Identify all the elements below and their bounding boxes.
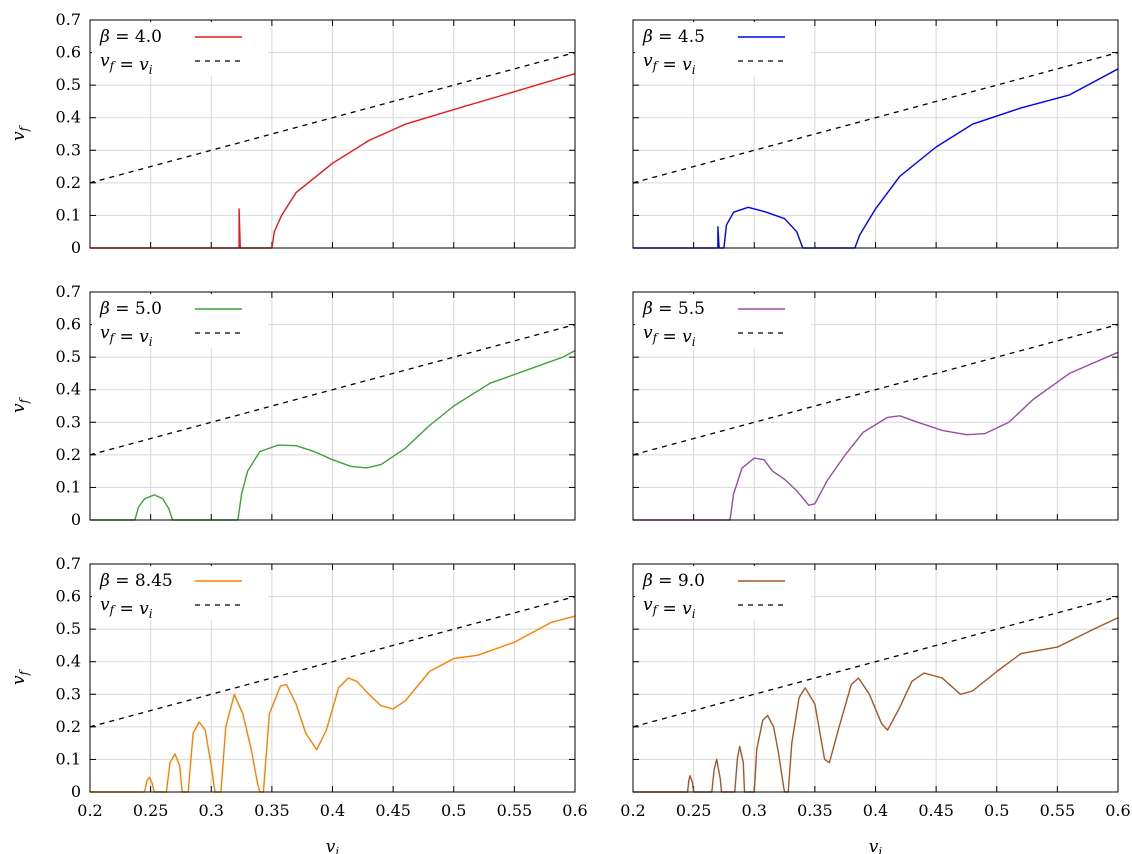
- reference-line: [633, 595, 1118, 728]
- legend-label-reference: vf = vi: [643, 595, 696, 621]
- plot-frame: [632, 563, 1119, 793]
- legend-label-series: β = 4.5: [642, 27, 705, 47]
- x-tick-label: 0.25: [676, 801, 712, 820]
- panel-5: 0 0.1 0.2 0.3 0.4 0.5 0.6 0.7 vf 0.2 0.25 0.3 0.35 0.…: [9, 554, 588, 854]
- legend-label-reference: vf = vi: [643, 323, 696, 349]
- x-tick-label: 0.5: [984, 801, 1009, 820]
- x-tick-label: 0.35: [254, 801, 290, 820]
- x-tick-label: 0.2: [77, 801, 102, 820]
- y-tick-label: 0.7: [56, 10, 81, 29]
- legend-label-series: β = 5.0: [99, 299, 162, 319]
- y-tick-label: 0.3: [56, 684, 81, 703]
- y-tick-label: 0.2: [56, 445, 81, 464]
- series-line: [90, 349, 575, 521]
- legend-label-reference: vf = vi: [100, 51, 153, 77]
- reference-line: [90, 51, 575, 184]
- plot-frame: [89, 291, 576, 521]
- legend: β = 4.0 vf = vi: [92, 22, 268, 77]
- y-tick-label: 0.2: [56, 173, 81, 192]
- y-tick-label: 0.6: [56, 587, 81, 606]
- x-tick-label: 0.4: [320, 801, 345, 820]
- y-tick-label: 0.6: [56, 43, 81, 62]
- legend-label-reference: vf = vi: [100, 595, 153, 621]
- legend-box: [635, 566, 811, 620]
- y-tick-label: 0.1: [56, 205, 81, 224]
- y-tick-label: 0.4: [56, 108, 81, 127]
- y-tick-label: 0.7: [56, 282, 81, 301]
- legend: β = 5.0 vf = vi: [92, 294, 268, 349]
- plot-frame: [632, 291, 1119, 521]
- reference-line: [633, 51, 1118, 184]
- x-tick-label: 0.45: [918, 801, 954, 820]
- x-tick-label: 0.4: [863, 801, 888, 820]
- x-tick-label: 0.55: [1040, 801, 1076, 820]
- panel-4: β = 5.5 vf = vi: [632, 291, 1119, 521]
- y-tick-label: 0.6: [56, 315, 81, 334]
- legend-box: [92, 566, 268, 620]
- legend: β = 4.5 vf = vi: [635, 22, 811, 77]
- plot-frame: [89, 19, 576, 249]
- y-tick-label: 0.5: [56, 75, 81, 94]
- y-tick-label: 0.7: [56, 554, 81, 573]
- legend-label-series: β = 8.45: [99, 571, 173, 591]
- x-tick-label: 0.55: [497, 801, 533, 820]
- y-axis-label: vf: [9, 668, 31, 685]
- series-line: [90, 73, 575, 249]
- x-tick-label: 0.6: [562, 801, 587, 820]
- legend-label-series: β = 5.5: [642, 299, 705, 319]
- plot-frame: [632, 19, 1119, 249]
- x-tick-label: 0.25: [133, 801, 169, 820]
- series-line: [633, 351, 1118, 521]
- panel-6: 0.2 0.25 0.3 0.35 0.4 0.45 0.5 0.55 0.6 vi β = 9.0…: [620, 563, 1131, 854]
- panel-3: 0 0.1 0.2 0.3 0.4 0.5 0.6 0.7 vf β = 5.0 vf = vi: [9, 282, 576, 529]
- y-tick-label: 0: [71, 238, 81, 257]
- y-tick-label: 0: [71, 510, 81, 529]
- y-tick-label: 0.1: [56, 477, 81, 496]
- legend-box: [635, 294, 811, 348]
- legend: β = 8.45 vf = vi: [92, 566, 268, 621]
- x-tick-label: 0.45: [375, 801, 411, 820]
- legend-label-reference: vf = vi: [100, 323, 153, 349]
- legend-box: [92, 294, 268, 348]
- reference-line: [633, 323, 1118, 456]
- y-axis-label: vf: [9, 124, 31, 141]
- legend-label-series: β = 9.0: [642, 571, 705, 591]
- x-tick-label: 0.2: [620, 801, 645, 820]
- x-tick-label: 0.3: [742, 801, 767, 820]
- legend-box: [635, 22, 811, 76]
- y-tick-label: 0: [71, 782, 81, 801]
- reference-line: [90, 323, 575, 456]
- legend-label-reference: vf = vi: [643, 51, 696, 77]
- legend-label-series: β = 4.0: [99, 27, 162, 47]
- panel-2: β = 4.5 vf = vi: [632, 19, 1119, 249]
- y-tick-label: 0.5: [56, 347, 81, 366]
- x-tick-label: 0.6: [1105, 801, 1130, 820]
- y-tick-label: 0.4: [56, 652, 81, 671]
- legend-box: [92, 22, 268, 76]
- x-tick-label: 0.3: [199, 801, 224, 820]
- x-axis-label: vi: [869, 837, 883, 854]
- y-tick-label: 0.4: [56, 380, 81, 399]
- panel-1: 0 0.1 0.2 0.3 0.4 0.5 0.6 0.7 vf β = 4.0 vf = vi: [9, 10, 576, 257]
- plot-frame: [89, 563, 576, 793]
- y-tick-label: 0.1: [56, 749, 81, 768]
- legend: β = 5.5 vf = vi: [635, 294, 811, 349]
- legend: β = 9.0 vf = vi: [635, 566, 811, 621]
- reference-line: [90, 595, 575, 728]
- x-axis-label: vi: [326, 837, 340, 854]
- y-tick-label: 0.5: [56, 619, 81, 638]
- y-tick-label: 0.2: [56, 717, 81, 736]
- x-tick-label: 0.35: [797, 801, 833, 820]
- y-tick-label: 0.3: [56, 412, 81, 431]
- x-tick-label: 0.5: [441, 801, 466, 820]
- y-axis-label: vf: [9, 396, 31, 413]
- y-tick-label: 0.3: [56, 140, 81, 159]
- series-line: [90, 615, 575, 793]
